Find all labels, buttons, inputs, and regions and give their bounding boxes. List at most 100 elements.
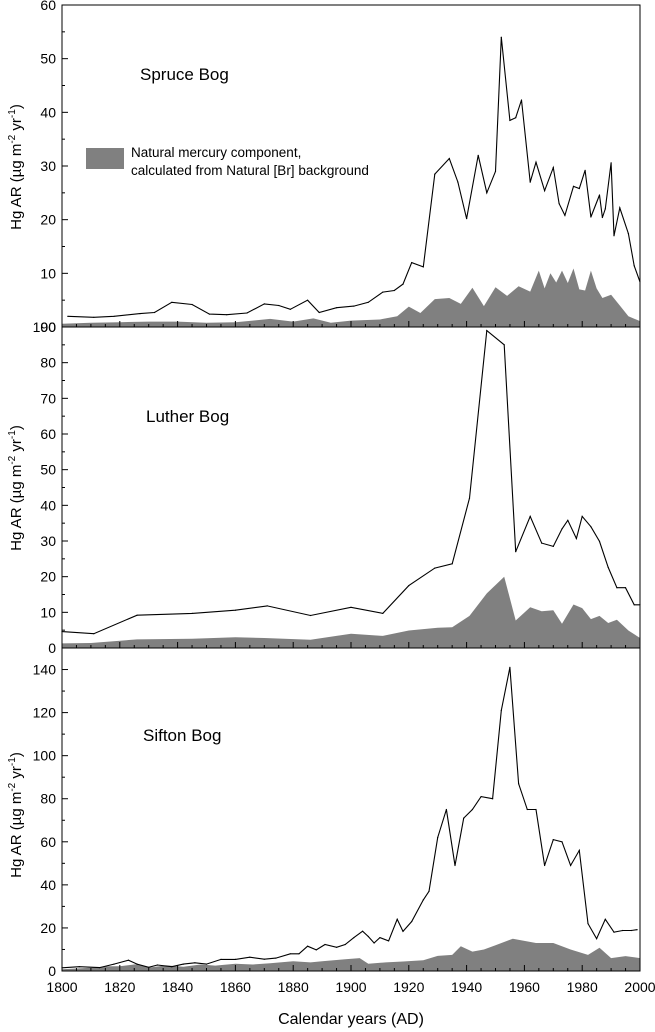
hg-ar-point	[604, 918, 606, 920]
hg-ar-point	[307, 299, 309, 301]
y-tick-label: 20	[40, 569, 56, 585]
hg-ar-point	[171, 301, 173, 303]
hg-ar-point	[552, 167, 554, 169]
hg-ar-point	[509, 666, 511, 669]
hg-ar-point	[113, 963, 115, 965]
hg-ar-point	[552, 545, 554, 548]
hg-ar-point	[336, 946, 338, 948]
hg-ar-point	[148, 966, 150, 968]
hg-ar-point	[518, 783, 520, 785]
y-tick-label: 40	[40, 104, 56, 120]
hg-ar-point	[454, 864, 456, 867]
hg-ar-point	[584, 169, 586, 171]
hg-ar-point	[561, 841, 563, 843]
hg-ar-point	[535, 808, 537, 811]
hg-ar-point	[500, 36, 502, 38]
hg-ar-point	[437, 836, 439, 839]
hg-ar-point	[353, 305, 355, 307]
hg-ar-point	[613, 235, 615, 237]
hg-ar-point	[344, 943, 346, 946]
hg-ar-point	[451, 563, 453, 565]
hg-ar-point	[515, 117, 517, 119]
hg-ar-point	[619, 207, 621, 209]
y-tick-label: 120	[33, 705, 57, 721]
y-tick-label: 100	[33, 319, 57, 335]
hg-ar-point	[434, 567, 436, 569]
hg-ar-point	[402, 930, 404, 933]
hg-ar-point	[194, 962, 196, 964]
hg-ar-point	[136, 614, 138, 616]
hg-ar-point	[191, 303, 193, 306]
hg-ar-point	[515, 551, 517, 553]
y-axis-label: Hg AR (µg m-2 yr-1)	[7, 425, 25, 551]
hg-ar-point	[388, 940, 390, 942]
hg-ar-point	[422, 266, 424, 268]
hg-ar-line	[61, 329, 640, 635]
x-tick-label: 1840	[162, 979, 193, 995]
hg-ar-point	[289, 953, 291, 955]
panel-title: Luther Bog	[146, 407, 229, 426]
y-tick-label: 0	[48, 640, 56, 656]
hg-ar-point	[544, 190, 546, 192]
hg-ar-point	[607, 566, 609, 569]
hg-ar-point	[613, 931, 615, 933]
hg-ar-point	[220, 958, 222, 961]
hg-ar-point	[572, 185, 575, 187]
y-tick-label: 40	[40, 497, 56, 513]
hg-ar-point	[382, 612, 384, 615]
y-tick-label: 70	[40, 390, 56, 406]
y-axis-label: Hg AR (µg m-2 yr-1)	[7, 752, 25, 878]
x-tick-label: 1940	[451, 979, 482, 995]
hg-ar-point	[486, 192, 488, 194]
x-tick-label: 1820	[104, 979, 135, 995]
hg-ar-point	[263, 303, 265, 305]
hg-ar-point	[636, 929, 638, 931]
y-tick-label: 20	[40, 920, 56, 936]
y-tick-label: 30	[40, 533, 56, 549]
hg-ar-point	[367, 301, 369, 303]
x-tick-label: 1980	[567, 979, 598, 995]
hg-ar-point	[541, 542, 543, 544]
hg-ar-point	[552, 839, 554, 841]
hg-ar-point	[558, 203, 560, 205]
hg-ar-point	[226, 314, 228, 316]
x-axis-label: Calendar years (AD)	[278, 1011, 424, 1028]
natural-component-area	[62, 268, 640, 327]
hg-ar-point	[575, 537, 578, 540]
natural-component-area	[62, 938, 640, 971]
y-tick-label: 50	[40, 51, 56, 67]
hg-ar-point	[590, 526, 592, 528]
hg-ar-point	[289, 308, 291, 310]
hg-ar-point	[373, 942, 375, 944]
hg-ar-point	[246, 312, 248, 314]
hg-ar-point	[544, 864, 546, 867]
hg-ar-point	[598, 540, 601, 543]
y-tick-label: 90	[40, 319, 56, 335]
hg-ar-point	[249, 956, 251, 958]
y-tick-label: 50	[40, 462, 56, 478]
hg-ar-point	[526, 808, 528, 811]
hg-ar-point	[434, 173, 436, 175]
hg-ar-point	[500, 709, 502, 712]
y-tick-label: 20	[40, 212, 56, 228]
legend: Natural mercury component, calculated fr…	[86, 145, 369, 178]
hg-ar-point	[367, 935, 369, 938]
hg-ar-point	[463, 817, 465, 819]
hg-ar-point	[598, 194, 601, 196]
panel-title: Sifton Bog	[143, 726, 221, 745]
hg-ar-point	[578, 849, 580, 852]
hg-ar-point	[182, 963, 184, 965]
hg-ar-point	[604, 208, 606, 210]
x-tick-label: 1920	[393, 979, 424, 995]
hg-ar-point	[171, 966, 173, 968]
hg-ar-point	[622, 929, 624, 932]
hg-ar-point	[298, 953, 300, 955]
hg-ar-point	[93, 633, 95, 635]
hg-ar-point	[362, 930, 364, 932]
hg-ar-point	[610, 162, 612, 164]
legend-label-line1: Natural mercury component,	[131, 145, 301, 160]
hg-ar-point	[468, 497, 471, 499]
panel-title: Spruce Bog	[140, 65, 229, 84]
hg-ar-point	[139, 313, 141, 315]
y-tick-label: 60	[40, 834, 56, 850]
